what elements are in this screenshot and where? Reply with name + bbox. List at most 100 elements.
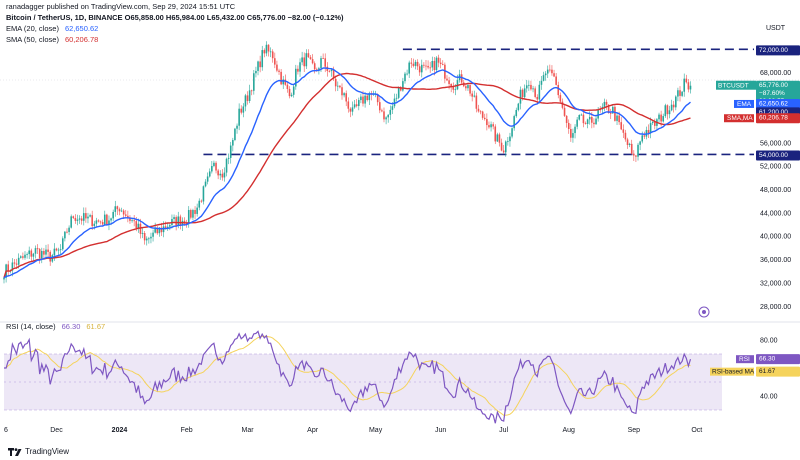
level-tag-text: 72,000.00	[759, 47, 788, 54]
candle	[137, 223, 140, 228]
candle	[551, 69, 553, 74]
candle	[582, 114, 585, 124]
candle	[576, 119, 578, 127]
candle	[437, 57, 440, 63]
candle	[242, 106, 245, 113]
candle	[666, 105, 669, 115]
candle	[469, 85, 471, 94]
candle	[410, 62, 413, 64]
rsi-tick-label: 40.00	[760, 394, 778, 401]
candle	[530, 84, 532, 90]
candle	[26, 254, 28, 255]
candle	[496, 134, 499, 142]
candle	[544, 73, 547, 76]
candle	[507, 141, 509, 142]
sma-legend[interactable]: SMA (50, close) 60,206.78	[6, 35, 98, 44]
candle	[498, 134, 501, 143]
y-tick-label: 32,000.00	[760, 280, 791, 287]
candle	[658, 114, 660, 120]
candle	[143, 233, 146, 241]
rsi-legend[interactable]: RSI (14, close) 66.30 61.67	[6, 322, 105, 331]
price-tag-text: 65,776.00	[759, 82, 788, 89]
sma-tag-text: 60,206.78	[759, 115, 788, 122]
candle	[425, 65, 427, 67]
candle	[559, 95, 562, 102]
candle	[572, 133, 574, 138]
candle	[70, 216, 72, 228]
candle	[609, 112, 612, 114]
ema-legend[interactable]: EMA (20, close) 62,650.62	[6, 24, 98, 33]
candle	[169, 225, 171, 227]
candle	[358, 100, 360, 107]
candle	[345, 93, 348, 102]
candle	[196, 207, 198, 214]
candle	[253, 73, 255, 91]
candle	[651, 121, 654, 124]
candle	[364, 95, 366, 104]
candle	[24, 254, 26, 258]
tradingview-brand: TradingView	[25, 447, 70, 456]
candle	[639, 141, 641, 145]
candle	[555, 76, 557, 85]
candle	[116, 206, 119, 210]
candle	[166, 226, 169, 228]
candle	[206, 176, 209, 182]
x-tick-label: Sep	[628, 427, 641, 434]
candle	[393, 98, 396, 107]
candle	[97, 220, 100, 222]
symbol-line: Bitcoin / TetherUS, 1D, BINANCE O65,858.…	[6, 13, 344, 22]
candle	[465, 86, 467, 89]
level-61200-tag-text: 61,200.00	[759, 109, 788, 116]
sma-50-line	[3, 72, 691, 278]
candle	[106, 214, 108, 226]
tradingview-logo[interactable]: TradingView	[8, 447, 69, 456]
candle	[78, 218, 81, 220]
level-tag-bg	[756, 150, 800, 161]
candle	[192, 210, 194, 218]
candle	[670, 104, 673, 111]
candle	[523, 88, 526, 98]
candle	[301, 57, 303, 63]
candle	[528, 84, 530, 86]
author-line: ranadagger published on TradingView.com,…	[6, 2, 236, 11]
rsi-name-bg	[736, 355, 754, 364]
candle	[122, 210, 125, 215]
candle	[586, 119, 589, 124]
candle	[435, 57, 438, 71]
candle	[225, 158, 228, 173]
candle	[513, 116, 515, 129]
candle	[93, 223, 96, 227]
candle	[660, 114, 662, 122]
ema-tag-name-bg	[734, 99, 754, 108]
candle	[525, 85, 528, 89]
candle	[208, 171, 211, 177]
candle	[591, 116, 593, 123]
candle	[355, 104, 358, 107]
sma-tag-bg	[756, 113, 800, 124]
candle	[561, 101, 564, 108]
y-tick-label: 52,000.00	[760, 164, 791, 171]
candle	[334, 78, 337, 87]
candle	[221, 173, 224, 178]
candle	[15, 263, 18, 265]
candle	[584, 123, 587, 124]
candle	[257, 61, 259, 71]
candle	[420, 64, 423, 73]
candle	[244, 95, 247, 107]
candle	[483, 117, 486, 120]
candle	[351, 107, 354, 112]
candle	[479, 111, 482, 113]
candle	[148, 238, 150, 240]
candle	[490, 124, 492, 128]
candle	[194, 210, 196, 214]
rsi-name: RSI	[739, 356, 750, 363]
candle	[19, 256, 22, 258]
candle	[423, 64, 425, 66]
candle	[689, 85, 692, 90]
candle	[38, 249, 41, 259]
candle	[687, 82, 690, 90]
x-tick-label: Feb	[181, 427, 193, 434]
candle	[309, 57, 312, 60]
y-tick-label: 44,000.00	[760, 210, 791, 217]
